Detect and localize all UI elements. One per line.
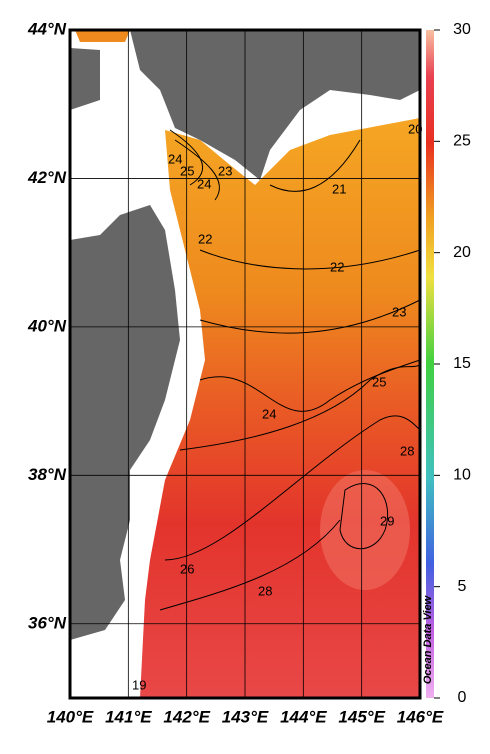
warm-core	[320, 470, 410, 590]
contour-label: 24	[197, 176, 211, 191]
contour-label: 25	[372, 374, 386, 389]
colorbar-tick-label: 15	[453, 355, 471, 372]
land-honshu	[70, 205, 180, 640]
lat-tick-label: 36°N	[28, 613, 67, 632]
lon-tick-label: 142°E	[163, 707, 210, 726]
contour-label: 24	[168, 151, 182, 166]
lon-tick-label: 140°E	[47, 707, 94, 726]
lon-tick-label: 145°E	[338, 707, 385, 726]
contour-label: 23	[218, 163, 232, 178]
contour-label: 24	[262, 406, 276, 421]
colorbar-tick-label: 25	[453, 133, 471, 150]
map-area: 21 22 23 24 25 28 29 26 28 19 24 22 23 2…	[70, 30, 422, 698]
contour-label: 21	[332, 181, 346, 196]
colorbar	[426, 30, 434, 698]
lon-tick-label: 143°E	[222, 707, 269, 726]
lon-tick-label: 144°E	[280, 707, 327, 726]
contour-label: 29	[380, 513, 394, 528]
watermark: Ocean Data View	[422, 594, 434, 684]
temperature-field-north	[75, 30, 130, 42]
map-frame	[68, 28, 422, 700]
contour-label: 28	[258, 583, 272, 598]
land-hokkaido	[130, 30, 420, 180]
lon-tick-label: 141°E	[105, 707, 152, 726]
colorbar-tick-label: 0	[458, 689, 467, 706]
contour-label: 26	[180, 561, 194, 576]
lat-tick-label: 42°N	[27, 168, 67, 187]
contour-label: 23	[392, 304, 406, 319]
colorbar-tick-label: 30	[453, 21, 471, 38]
contour-label: 22	[198, 231, 212, 246]
lon-tick-label: 146°E	[397, 707, 444, 726]
colorbar-tick-label: 5	[458, 578, 467, 595]
land-island	[70, 48, 100, 110]
lat-tick-label: 40°N	[27, 316, 67, 335]
colorbar-tick-label: 20	[453, 244, 471, 261]
lat-tick-label: 44°N	[27, 19, 67, 38]
contour-label: 25	[180, 163, 194, 178]
colorbar-tick-label: 10	[453, 467, 471, 484]
lat-tick-label: 38°N	[28, 465, 67, 484]
contour-label: 28	[400, 443, 414, 458]
contour-label: 22	[330, 259, 344, 274]
contour-label: 19	[132, 677, 146, 692]
